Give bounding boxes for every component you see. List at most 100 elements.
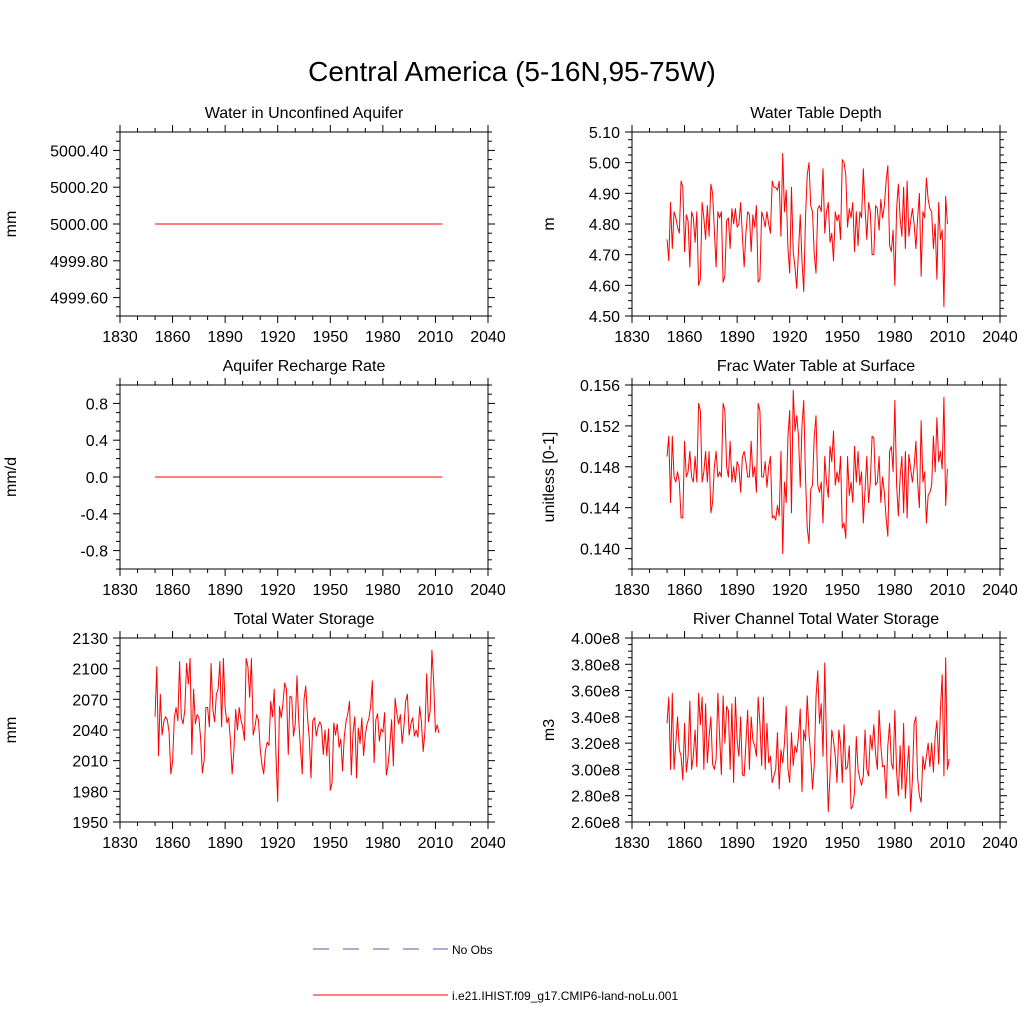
y-tick-label: 4.50 [589,309,620,326]
y-tick-label: 0.0 [86,470,108,487]
series-line [666,657,950,812]
chart-panel-6: River Channel Total Water Storage 1830 186… [541,611,1018,852]
y-tick-label: 2100 [72,662,108,679]
x-tick-label: 1860 [155,582,191,599]
y-axis-label: unitless [0-1] [541,432,558,523]
x-tick-label: 1920 [772,835,808,852]
x-tick-label: 2040 [470,835,506,852]
y-tick-label: 4999.60 [50,291,108,308]
x-tick-label: 1950 [312,835,348,852]
y-tick-label: 3.20e8 [571,736,620,753]
y-tick-label: 2010 [72,754,108,771]
x-tick-label: 1980 [877,329,913,346]
x-tick-label: 2010 [930,582,966,599]
x-tick-label: 2010 [418,329,454,346]
x-tick-label: 1950 [312,582,348,599]
series-line [666,389,948,555]
y-tick-label: 5000.40 [50,143,108,160]
x-tick-label: 2040 [982,835,1018,852]
y-tick-label: 1980 [72,784,108,801]
x-tick-label: 1920 [260,329,296,346]
x-tick-label: 1890 [207,582,243,599]
y-tick-label: 4.00e8 [571,631,620,648]
y-axis-label: mm/d [3,457,20,497]
x-tick-label: 1830 [614,835,650,852]
panel-title: Total Water Storage [234,611,375,628]
x-tick-label: 1980 [365,582,401,599]
y-tick-label: 0.8 [86,396,108,413]
x-tick-label: 1920 [260,835,296,852]
y-tick-label: 5.00 [589,156,620,173]
y-tick-label: 3.80e8 [571,657,620,674]
y-tick-label: 3.40e8 [571,710,620,727]
x-tick-label: 2010 [418,835,454,852]
x-tick-label: 2040 [982,582,1018,599]
y-tick-label: 2.60e8 [571,815,620,832]
x-tick-label: 1890 [719,582,755,599]
x-tick-label: 1950 [312,329,348,346]
y-tick-label: 0.148 [580,460,620,477]
y-axis-label: m3 [541,719,558,741]
y-tick-label: 0.156 [580,378,620,395]
x-tick-label: 1890 [719,835,755,852]
y-tick-label: 2070 [72,692,108,709]
y-tick-label: 4.60 [589,278,620,295]
panel-title: Water Table Depth [750,105,882,122]
chart-panel-2: Water Table Depth 1830 1860 1890 1920 1950 198… [541,105,1018,346]
chart-panel-5: Total Water Storage 1830 1860 1890 1920 1950 1… [3,611,506,852]
x-tick-label: 2040 [470,329,506,346]
y-tick-label: 0.152 [580,419,620,436]
x-tick-label: 1860 [667,329,703,346]
y-tick-label: 2040 [72,723,108,740]
series-line [666,152,948,308]
y-tick-label: 3.00e8 [571,762,620,779]
chart-panel-4: Frac Water Table at Surface 1830 1860 1890 1… [541,358,1018,599]
chart-panel-3: Aquifer Recharge Rate 1830 1860 1890 1920 195… [3,358,506,599]
x-tick-label: 1830 [102,329,138,346]
page-title: Central America (5-16N,95-75W) [308,56,716,87]
x-tick-label: 2040 [982,329,1018,346]
x-tick-label: 2010 [930,329,966,346]
x-tick-label: 2010 [418,582,454,599]
chart-panel-1: Water in Unconfined Aquifer 1830 1860 1890 1… [3,105,506,346]
x-tick-label: 1890 [207,835,243,852]
x-tick-label: 1950 [824,329,860,346]
x-tick-label: 2040 [470,582,506,599]
panel-title: Aquifer Recharge Rate [223,358,386,375]
y-tick-label: 4.80 [589,217,620,234]
x-tick-label: 1980 [877,582,913,599]
y-tick-label: 0.144 [580,501,620,518]
x-tick-label: 1830 [614,329,650,346]
x-tick-label: 1920 [772,329,808,346]
panel-title: Frac Water Table at Surface [717,358,915,375]
x-tick-label: 1980 [365,329,401,346]
y-tick-label: 4999.80 [50,254,108,271]
x-tick-label: 1980 [877,835,913,852]
x-tick-label: 1830 [614,582,650,599]
x-tick-label: 1860 [155,835,191,852]
x-tick-label: 1980 [365,835,401,852]
x-tick-label: 1830 [102,582,138,599]
x-tick-label: 1860 [667,582,703,599]
x-tick-label: 2010 [930,835,966,852]
y-axis-label: mm [3,717,20,744]
y-tick-label: 5.10 [589,125,620,142]
x-tick-label: 1860 [155,329,191,346]
x-tick-label: 1860 [667,835,703,852]
x-tick-label: 1890 [207,329,243,346]
x-tick-label: 1890 [719,329,755,346]
series-line [154,649,440,803]
x-tick-label: 1950 [824,582,860,599]
x-tick-label: 1920 [260,582,296,599]
y-tick-label: 0.140 [580,542,620,559]
y-tick-label: 5000.00 [50,217,108,234]
y-tick-label: 3.60e8 [571,684,620,701]
y-tick-label: -0.4 [80,507,108,524]
panel-title: Water in Unconfined Aquifer [205,105,404,122]
x-tick-label: 1950 [824,835,860,852]
y-axis-label: mm [3,211,20,238]
y-tick-label: 4.70 [589,248,620,265]
x-tick-label: 1920 [772,582,808,599]
y-tick-label: 0.4 [86,433,108,450]
y-tick-label: 2130 [72,631,108,648]
